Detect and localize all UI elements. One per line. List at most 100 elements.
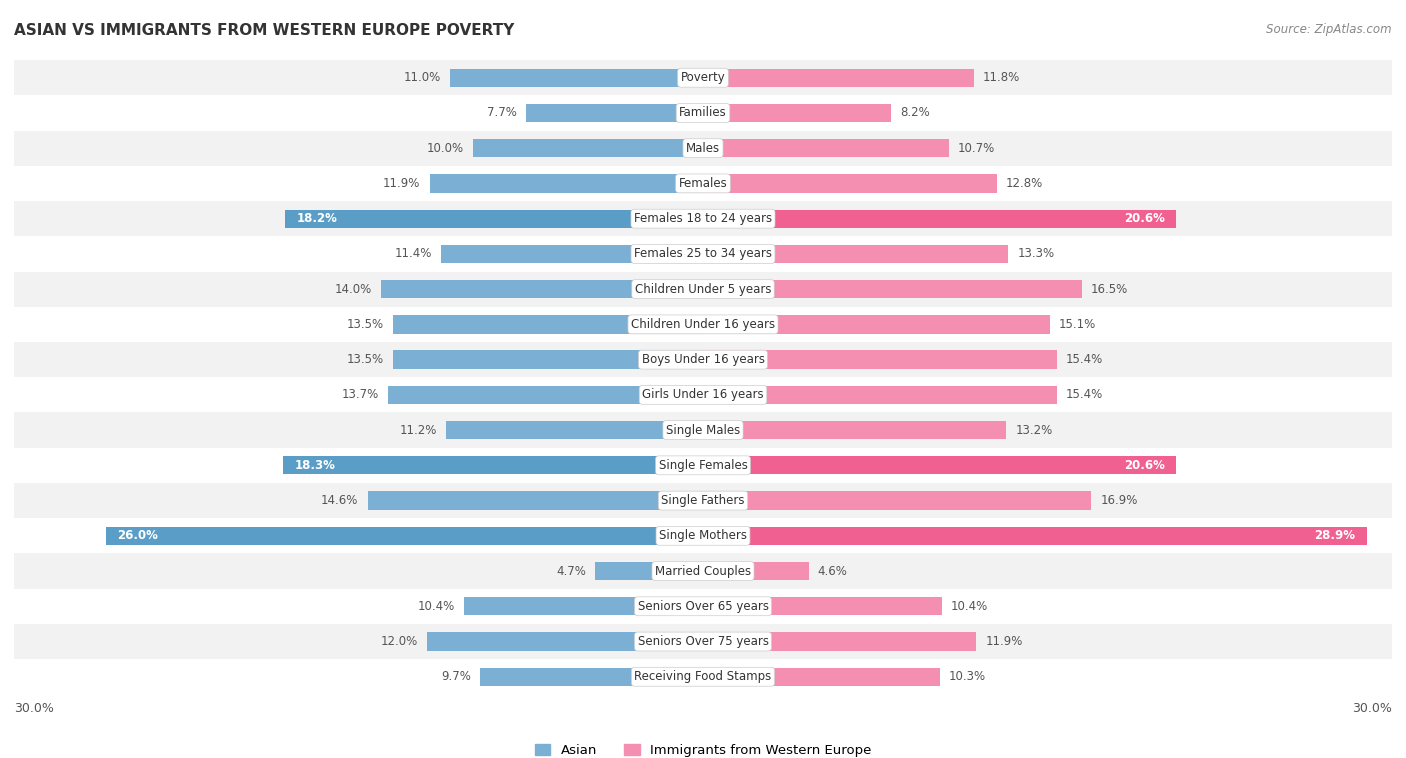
Bar [14,96,1392,130]
Text: Families: Families [679,106,727,120]
Bar [14,483,1392,518]
Text: 30.0%: 30.0% [14,702,53,715]
Bar [285,209,703,228]
Bar [14,448,1392,483]
Text: 11.0%: 11.0% [404,71,441,84]
Text: 13.2%: 13.2% [1015,424,1053,437]
Text: 12.8%: 12.8% [1007,177,1043,190]
Text: Children Under 5 years: Children Under 5 years [634,283,772,296]
Text: 15.1%: 15.1% [1059,318,1097,331]
Text: 4.7%: 4.7% [555,565,586,578]
Text: 11.4%: 11.4% [395,247,432,261]
Text: Females 25 to 34 years: Females 25 to 34 years [634,247,772,261]
Text: Single Mothers: Single Mothers [659,529,747,542]
Bar [703,104,891,122]
Bar [14,236,1392,271]
Bar [392,350,703,369]
Bar [14,271,1392,307]
Text: Females: Females [679,177,727,190]
Legend: Asian, Immigrants from Western Europe: Asian, Immigrants from Western Europe [534,744,872,757]
Bar [430,174,703,193]
Text: 11.8%: 11.8% [983,71,1021,84]
Bar [703,386,1057,404]
Bar [105,527,703,545]
Bar [474,139,703,158]
Text: 10.7%: 10.7% [957,142,995,155]
Bar [14,589,1392,624]
Text: Source: ZipAtlas.com: Source: ZipAtlas.com [1267,23,1392,36]
Text: Males: Males [686,142,720,155]
Text: 8.2%: 8.2% [900,106,931,120]
Text: Poverty: Poverty [681,71,725,84]
Bar [14,624,1392,659]
Text: 13.3%: 13.3% [1018,247,1054,261]
Text: 10.3%: 10.3% [949,670,986,683]
Bar [14,377,1392,412]
Bar [14,412,1392,448]
Text: 4.6%: 4.6% [818,565,848,578]
Text: Seniors Over 65 years: Seniors Over 65 years [637,600,769,612]
Text: 10.4%: 10.4% [950,600,988,612]
Text: 14.6%: 14.6% [321,494,359,507]
Text: 14.0%: 14.0% [335,283,373,296]
Bar [703,491,1091,509]
Text: 16.5%: 16.5% [1091,283,1129,296]
Text: Seniors Over 75 years: Seniors Over 75 years [637,635,769,648]
Bar [388,386,703,404]
Bar [703,597,942,615]
Text: 11.9%: 11.9% [986,635,1022,648]
Text: Single Fathers: Single Fathers [661,494,745,507]
Text: Boys Under 16 years: Boys Under 16 years [641,353,765,366]
Bar [14,553,1392,589]
Bar [703,668,939,686]
Text: Single Males: Single Males [666,424,740,437]
Bar [14,166,1392,201]
Bar [595,562,703,580]
Bar [441,245,703,263]
Bar [14,518,1392,553]
Text: 12.0%: 12.0% [381,635,418,648]
Text: 15.4%: 15.4% [1066,353,1104,366]
Bar [703,245,1008,263]
Bar [14,201,1392,236]
Bar [14,307,1392,342]
Text: 13.7%: 13.7% [342,388,380,401]
Text: 20.6%: 20.6% [1123,459,1164,471]
Text: ASIAN VS IMMIGRANTS FROM WESTERN EUROPE POVERTY: ASIAN VS IMMIGRANTS FROM WESTERN EUROPE … [14,23,515,38]
Bar [14,342,1392,377]
Bar [703,421,1007,439]
Text: Females 18 to 24 years: Females 18 to 24 years [634,212,772,225]
Text: 9.7%: 9.7% [441,670,471,683]
Text: Single Females: Single Females [658,459,748,471]
Bar [464,597,703,615]
Bar [427,632,703,650]
Text: 20.6%: 20.6% [1123,212,1164,225]
Text: 30.0%: 30.0% [1353,702,1392,715]
Text: 18.2%: 18.2% [297,212,337,225]
Bar [392,315,703,334]
Bar [283,456,703,475]
Text: 7.7%: 7.7% [486,106,517,120]
Bar [703,174,997,193]
Text: 26.0%: 26.0% [117,529,159,542]
Bar [526,104,703,122]
Text: Receiving Food Stamps: Receiving Food Stamps [634,670,772,683]
Bar [368,491,703,509]
Text: Children Under 16 years: Children Under 16 years [631,318,775,331]
Bar [381,280,703,299]
Text: 18.3%: 18.3% [294,459,335,471]
Text: 11.9%: 11.9% [384,177,420,190]
Text: Girls Under 16 years: Girls Under 16 years [643,388,763,401]
Text: Married Couples: Married Couples [655,565,751,578]
Bar [703,456,1175,475]
Bar [446,421,703,439]
Text: 10.4%: 10.4% [418,600,456,612]
Text: 16.9%: 16.9% [1101,494,1137,507]
Bar [703,209,1175,228]
Bar [703,280,1083,299]
Bar [14,60,1392,96]
Text: 13.5%: 13.5% [347,353,384,366]
Bar [703,527,1367,545]
Bar [703,139,949,158]
Bar [703,68,974,87]
